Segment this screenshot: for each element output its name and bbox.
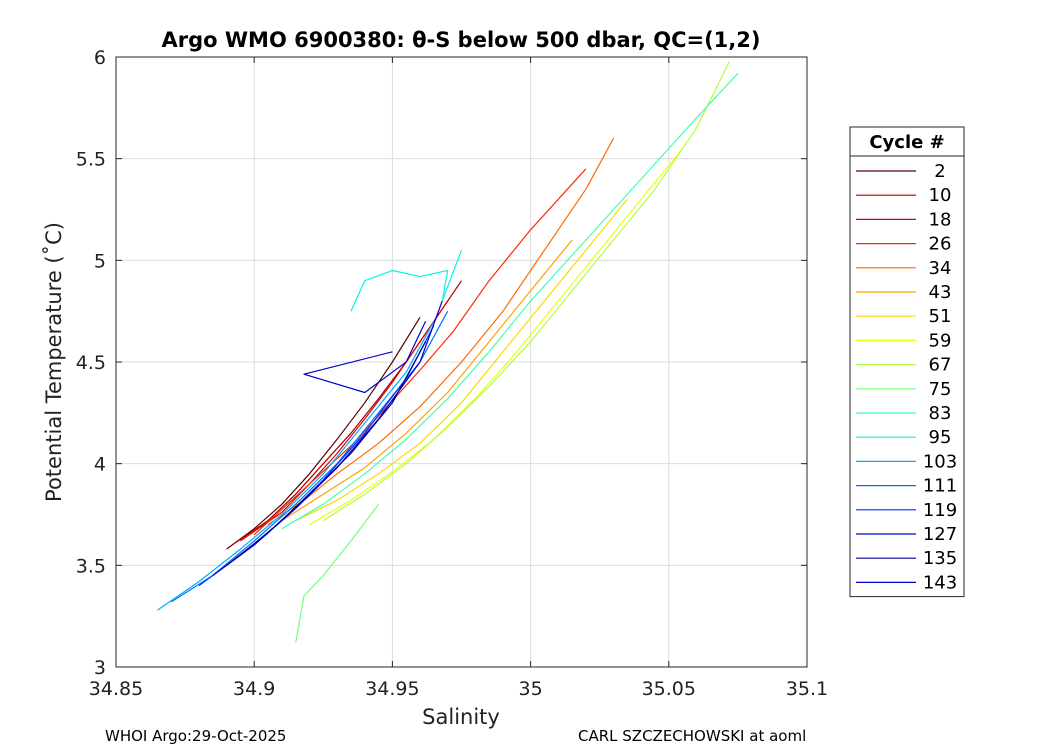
legend-entry-label: 95 xyxy=(929,427,952,448)
x-tick-label: 34.85 xyxy=(89,678,143,700)
series-line xyxy=(157,321,435,611)
legend-box xyxy=(849,126,965,598)
series-line xyxy=(295,503,380,643)
legend-entry-label: 18 xyxy=(929,209,952,230)
x-tick-label: 35 xyxy=(519,678,543,700)
legend-entry-label: 111 xyxy=(923,476,957,497)
legend-entry-label: 143 xyxy=(923,572,957,593)
x-tick-label: 34.95 xyxy=(365,678,419,700)
legend-entry-label: 135 xyxy=(923,548,957,569)
y-tick-label: 4 xyxy=(94,454,106,476)
legend: Cycle # 2 10 18 26 34 43 51 59 67 75 83 95 103 111 119 1… xyxy=(849,126,965,598)
x-ticks: 34.85 34.9 34.95 35 35.05 35.1 xyxy=(89,678,828,700)
legend-entry-label: 119 xyxy=(923,500,957,521)
series-line xyxy=(226,316,421,550)
series-line xyxy=(322,60,731,522)
x-tick-label: 34.9 xyxy=(233,678,275,700)
series-line xyxy=(253,168,587,536)
axes-border xyxy=(115,56,808,668)
legend-entry-label: 10 xyxy=(929,185,952,206)
y-tick-label: 6 xyxy=(94,47,106,69)
y-ticks: 3 3.5 4 4.5 5 5.5 6 xyxy=(76,47,106,679)
y-tick-label: 3.5 xyxy=(76,555,106,577)
series-line xyxy=(295,198,628,522)
legend-entry-label: 43 xyxy=(929,282,952,303)
y-tick-label: 5 xyxy=(94,250,106,272)
y-axis-label: Potential Temperature (˚C) xyxy=(42,222,66,502)
y-tick-label: 4.5 xyxy=(76,352,106,374)
series-line xyxy=(303,321,427,394)
legend-entry-label: 26 xyxy=(929,234,952,255)
series-line xyxy=(240,300,449,542)
legend-entry-label: 103 xyxy=(923,451,957,472)
series-line xyxy=(226,341,427,566)
legend-entry-label: 51 xyxy=(929,306,952,327)
x-tick-label: 35.05 xyxy=(642,678,696,700)
legend-entry-label: 2 xyxy=(934,161,945,182)
series-group xyxy=(157,60,739,643)
series-line xyxy=(267,138,615,526)
axes-frame xyxy=(115,56,808,668)
y-tick-label: 3 xyxy=(94,657,106,679)
footer-left: WHOI Argo:29-Oct-2025 xyxy=(105,727,286,745)
series-line xyxy=(309,148,684,526)
legend-entry-label: 59 xyxy=(929,330,952,351)
chart-title: Argo WMO 6900380: θ-S below 500 dbar, QC… xyxy=(162,28,761,52)
legend-entry-label: 83 xyxy=(929,403,952,424)
legend-title: Cycle # xyxy=(869,132,944,153)
series-line xyxy=(281,72,739,530)
x-axis-label: Salinity xyxy=(422,705,500,729)
y-tick-label: 5.5 xyxy=(76,149,106,171)
legend-entry-label: 75 xyxy=(929,379,952,400)
legend-entry-label: 67 xyxy=(929,355,952,376)
series-line xyxy=(281,239,573,522)
x-tick-label: 35.1 xyxy=(786,678,828,700)
legend-entry-label: 127 xyxy=(923,524,957,545)
legend-entry-label: 34 xyxy=(929,258,952,279)
footer-right: CARL SZCZECHOWSKI at aoml xyxy=(578,727,806,745)
